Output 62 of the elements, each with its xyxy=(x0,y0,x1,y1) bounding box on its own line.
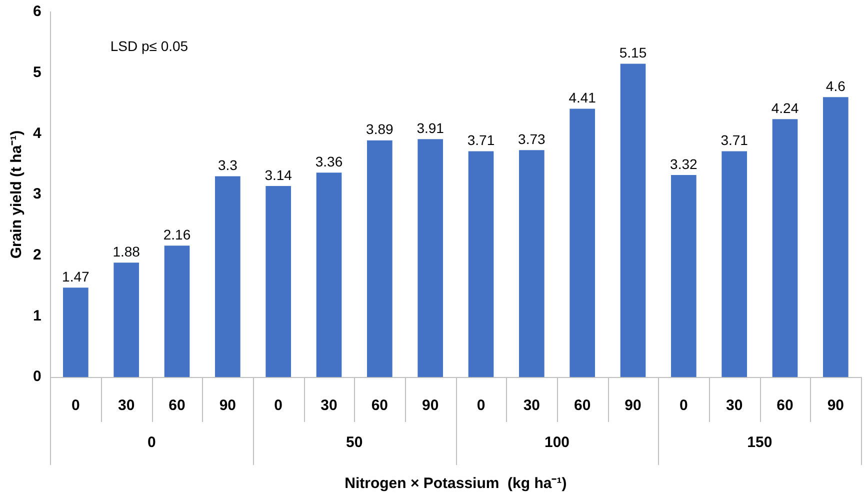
x-tick-label: 60 xyxy=(371,397,388,414)
bar xyxy=(620,64,646,377)
data-label: 4.6 xyxy=(826,78,846,94)
bar xyxy=(519,150,544,377)
text: 50 xyxy=(346,434,363,452)
x-tick-label: 0 xyxy=(476,397,486,414)
x-tick-label: 0 xyxy=(274,397,283,414)
data-label: 3.73 xyxy=(518,130,546,147)
data-label: 1.88 xyxy=(112,243,140,260)
data-label: 1.47 xyxy=(62,268,90,284)
data-label: 3.71 xyxy=(467,132,495,148)
data-label: 3.91 xyxy=(416,120,444,136)
text: 150 xyxy=(747,434,772,452)
x-tick-label: 60 xyxy=(168,397,186,414)
bar xyxy=(164,246,190,377)
x-tick-label: 30 xyxy=(523,397,540,414)
bar xyxy=(418,139,444,377)
y-tick-label: 2 xyxy=(33,246,42,264)
y-tick-label: 4 xyxy=(33,124,42,142)
bar xyxy=(468,151,494,377)
bar xyxy=(671,175,696,377)
bar xyxy=(266,186,292,377)
bar xyxy=(63,288,88,377)
x-tick-label: 60 xyxy=(776,397,794,414)
y-tick-label: 0 xyxy=(33,368,42,386)
x-tick-label: 0 xyxy=(679,397,688,414)
x-tick-label: 90 xyxy=(624,397,642,414)
y-tick-label: 3 xyxy=(33,186,42,203)
data-label: 3.32 xyxy=(670,156,698,172)
x-axis-title: Nitrogen × Potassium (kg ha⁻¹) xyxy=(344,475,567,492)
y-tick-label: 6 xyxy=(33,3,42,20)
x-tick-label: 60 xyxy=(574,397,591,414)
data-label: 3.3 xyxy=(218,157,238,174)
x-tick-label: 30 xyxy=(726,397,743,414)
y-tick-label: 1 xyxy=(33,307,42,324)
y-tick-label: 5 xyxy=(33,64,42,81)
x-tick-label: 90 xyxy=(219,397,236,414)
data-label: 3.36 xyxy=(315,153,343,170)
x-tick-label: 30 xyxy=(118,397,135,414)
data-label: 4.24 xyxy=(771,100,799,116)
data-label: 2.16 xyxy=(163,226,191,242)
data-label: 3.89 xyxy=(366,121,394,138)
x-tick-label: 30 xyxy=(320,397,338,414)
bar xyxy=(367,140,392,377)
bar xyxy=(114,262,140,377)
data-label: 3.71 xyxy=(720,132,748,148)
bar xyxy=(823,97,848,377)
data-label: 4.41 xyxy=(568,90,596,106)
text: 0 xyxy=(148,434,156,452)
bar xyxy=(570,108,596,377)
annotation: LSD p≤ 0.05 xyxy=(110,38,188,54)
x-tick-label: 90 xyxy=(422,397,439,414)
y-axis-title: Grain yield (t ha⁻¹) xyxy=(8,130,26,259)
x-tick-label: 0 xyxy=(72,397,80,414)
bar xyxy=(215,176,240,377)
data-label: 5.15 xyxy=(619,44,647,61)
bar xyxy=(722,151,747,377)
x-tick-label: 90 xyxy=(827,397,844,414)
data-label: 3.14 xyxy=(264,166,292,183)
bar xyxy=(772,119,798,377)
bar xyxy=(316,172,342,377)
text: 100 xyxy=(544,434,570,452)
